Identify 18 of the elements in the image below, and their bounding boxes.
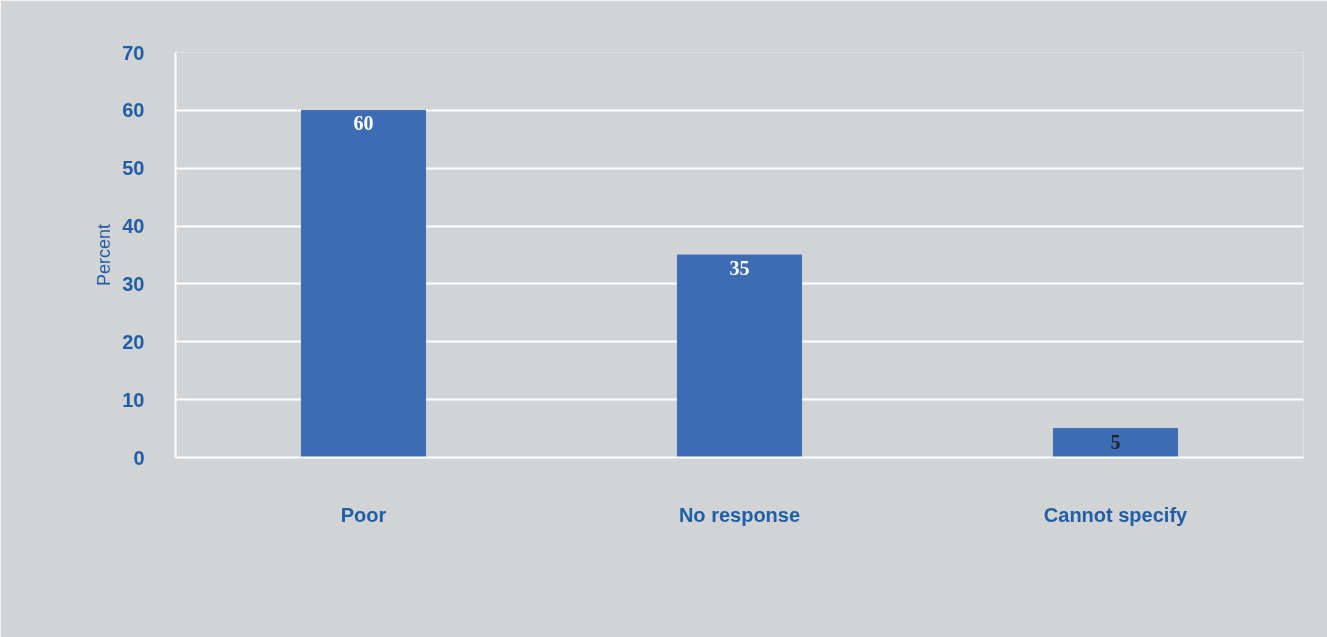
bar	[676, 254, 803, 458]
y-tick-label: 50	[122, 157, 145, 180]
bar	[300, 109, 427, 458]
data-label: 60	[353, 112, 374, 135]
y-tick-label: 40	[122, 215, 145, 238]
y-axis-title: Percent	[94, 223, 115, 287]
y-tick-label: 60	[122, 99, 145, 122]
bar	[1052, 428, 1179, 458]
data-label: 35	[729, 257, 750, 280]
y-tick-label: 70	[122, 41, 145, 64]
y-tick-label: 0	[133, 446, 145, 469]
y-tick-label: 20	[122, 330, 145, 353]
x-tick-label: Poor	[340, 503, 387, 526]
y-tick-label: 10	[122, 388, 145, 411]
y-tick-label: 30	[122, 272, 145, 295]
x-tick-label: Cannot specify	[1043, 503, 1189, 526]
x-tick-label: No response	[678, 503, 801, 526]
data-label: 5	[1110, 430, 1121, 453]
